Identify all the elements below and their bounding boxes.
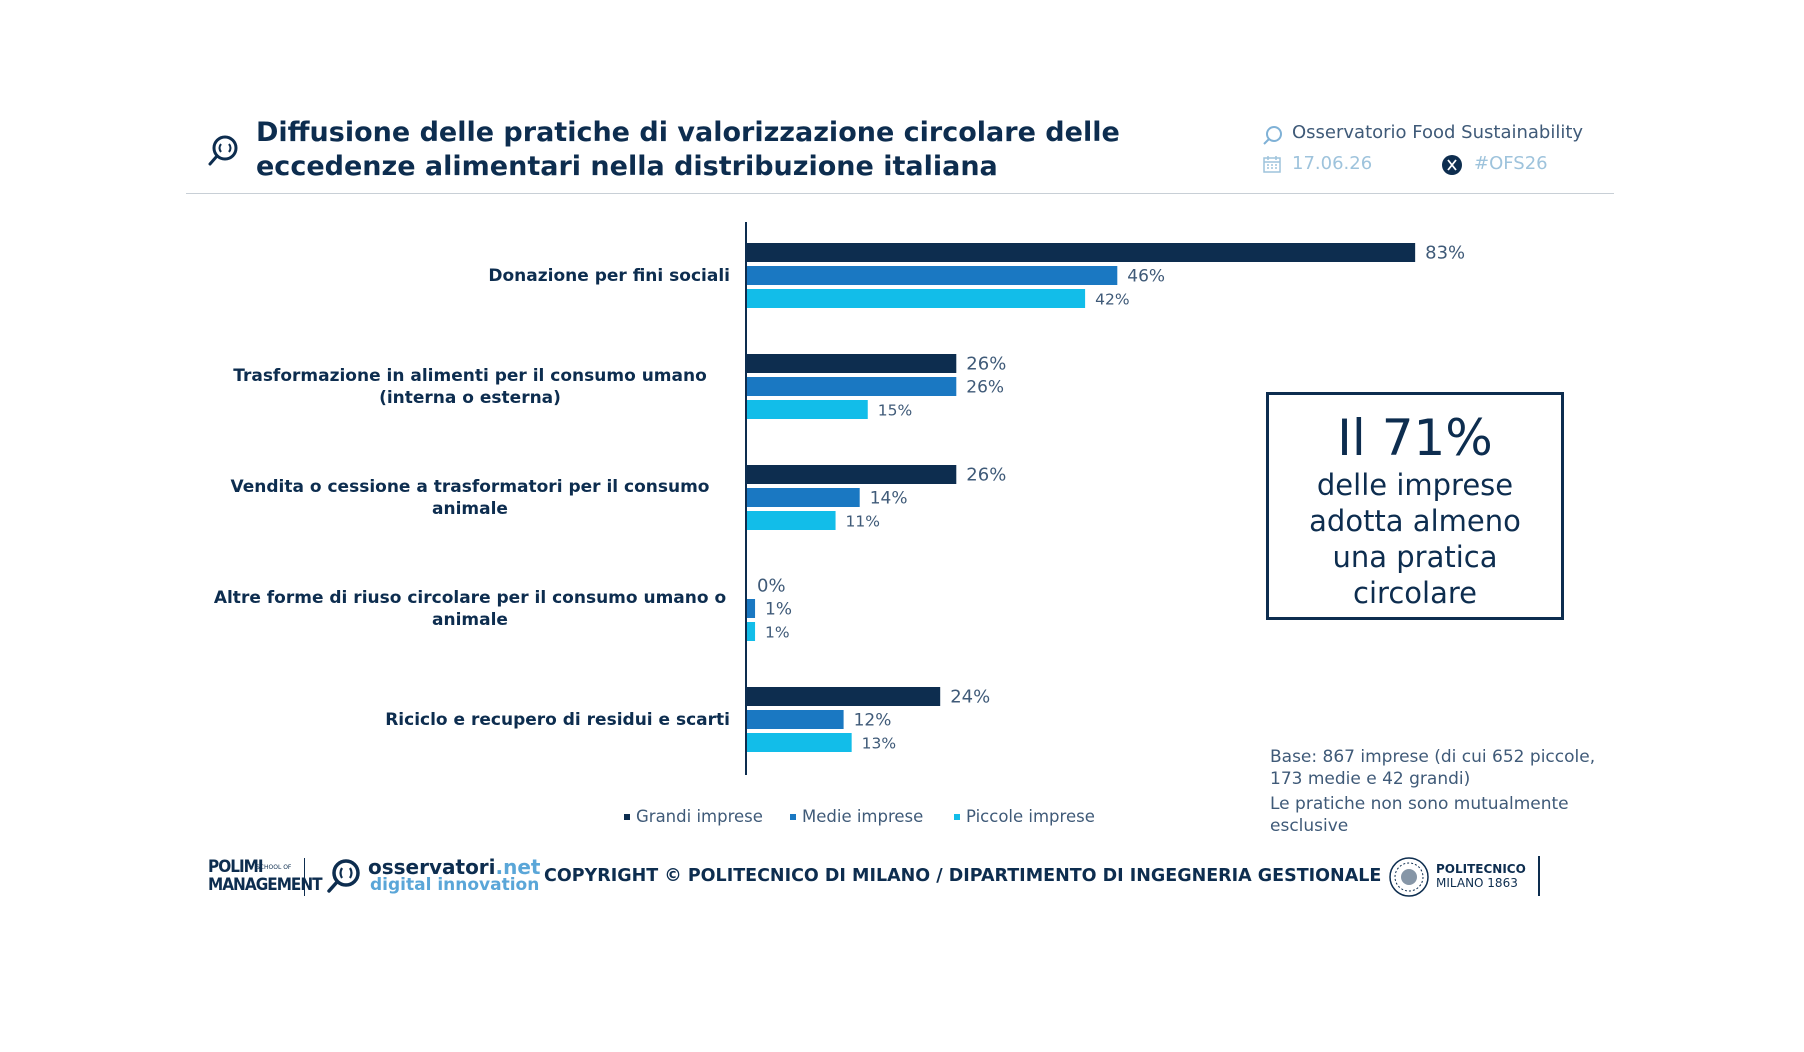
footer-end-rule [1538,856,1540,896]
event-date: 17.06.26 [1292,153,1373,174]
osservatori-logo-net: .net [495,855,541,879]
polimi-school-label: SCHOOL OF [256,864,292,871]
osservatori-logo-word: osservatori [368,855,496,879]
legend-swatch-medie [790,813,796,820]
politecnico-logo-line-1: POLITECNICO [1436,862,1526,876]
data-label-2-3: 1% [765,624,790,642]
osservatori-logo-subtitle: digital innovation [370,875,540,895]
callout-line-4: circolare [1353,576,1477,610]
polimi-logo-line-2: MANAGEMENT [208,875,323,895]
bar-2-4 [747,733,852,752]
base-note: Base: 867 imprese (di cui 652 piccole, 1… [1270,747,1596,789]
callout-value: Il 71% [1337,409,1493,467]
category-label-2: Vendita o cessione a trasformatori per i… [210,476,730,520]
page-title: Diffusione delle pratiche di valorizzazi… [256,116,1156,184]
bar-0-4 [747,687,941,706]
title-line-2: eccedenze alimentari nella distribuzione… [256,151,998,182]
politecnico-logo-line-2: MILANO 1863 [1436,876,1518,890]
politecnico-logo: POLITECNICO MILANO 1863 [1436,862,1526,890]
category-label-1: Trasformazione in alimenti per il consum… [210,365,730,409]
data-label-1-4: 12% [854,711,892,731]
data-label-1-2: 14% [870,489,908,509]
legend-item-grandi: Grandi imprese [624,807,763,826]
observatory-icon [1263,126,1282,145]
legend-label-grandi: Grandi imprese [636,807,763,826]
callout-line-1: delle imprese [1316,468,1514,502]
category-label-0: Donazione per fini sociali [210,265,730,287]
copyright-notice: COPYRIGHT © POLITECNICO DI MILANO / DIPA… [544,866,1382,886]
category-label-3-line-1: animale [432,609,508,630]
data-label-2-4: 13% [862,735,896,753]
highlight-callout: Il 71% delle imprese adotta almeno una p… [1266,392,1564,620]
callout-line-3: una pratica [1332,540,1498,574]
observatory-name: Osservatorio Food Sustainability [1292,122,1584,143]
calendar-icon [1263,156,1281,173]
category-label-4: Riciclo e recupero di residui e scarti [210,709,730,731]
category-label-4-line-0: Riciclo e recupero di residui e scarti [385,709,730,730]
legend-label-piccole: Piccole imprese [966,807,1095,826]
data-label-0-2: 26% [966,465,1006,486]
legend-item-piccole: Piccole imprese [954,807,1095,826]
legend-swatch-grandi [624,813,630,820]
bar-0-1 [747,354,957,373]
footer-separator [304,858,305,896]
category-label-3-line-0: Altre forme di riuso circolare per il co… [213,587,727,608]
callout-line-2: adotta almeno [1309,504,1521,538]
title-line-1: Diffusione delle pratiche di valorizzazi… [256,117,1120,148]
x-social-icon [1442,155,1462,175]
data-label-0-4: 24% [950,687,990,708]
data-label-2-0: 42% [1095,291,1129,309]
bar-1-0 [747,266,1118,285]
bar-2-0 [747,289,1086,308]
category-label-1-line-1: (interna o esterna) [379,387,561,408]
bar-1-3 [747,599,756,618]
data-label-2-2: 11% [846,513,880,531]
osservatori-logo-name: osservatori.net [368,856,541,878]
category-label-2-line-0: Vendita o cessione a trasformatori per i… [230,476,710,497]
data-label-2-1: 15% [878,402,912,420]
bar-1-2 [747,488,860,507]
data-label-1-1: 26% [966,378,1004,398]
bar-0-0 [747,243,1416,262]
legend-item-medie: Medie imprese [790,807,923,826]
bar-1-4 [747,710,844,729]
polimi-logo-line-1: POLIMI [208,857,264,877]
data-label-0-3: 0% [757,576,786,597]
data-label-1-3: 1% [765,600,792,620]
category-label-1-line-0: Trasformazione in alimenti per il consum… [233,365,707,386]
event-hashtag: #OFS26 [1474,153,1548,174]
category-label-2-line-1: animale [432,498,508,519]
bar-2-2 [747,511,836,530]
observatory-logo-icon [208,135,238,166]
bar-1-1 [747,377,957,396]
exclusive-note: Le pratiche non sono mutualmente esclusi… [1270,794,1569,836]
bar-2-1 [747,400,868,419]
data-label-1-0: 46% [1127,267,1165,287]
politecnico-seal-icon [1389,857,1429,897]
legend-label-medie: Medie imprese [802,807,924,826]
header-divider [186,193,1614,194]
data-label-0-1: 26% [966,354,1006,375]
category-label-3: Altre forme di riuso circolare per il co… [210,587,730,631]
polimi-logo: POLIMI MANAGEMENT [208,857,323,895]
bar-2-3 [747,622,756,641]
category-label-0-line-0: Donazione per fini sociali [488,265,730,286]
bar-0-2 [747,465,957,484]
legend-swatch-piccole [954,813,960,820]
osservatori-logo-icon [327,859,360,893]
data-label-0-0: 83% [1425,243,1465,264]
